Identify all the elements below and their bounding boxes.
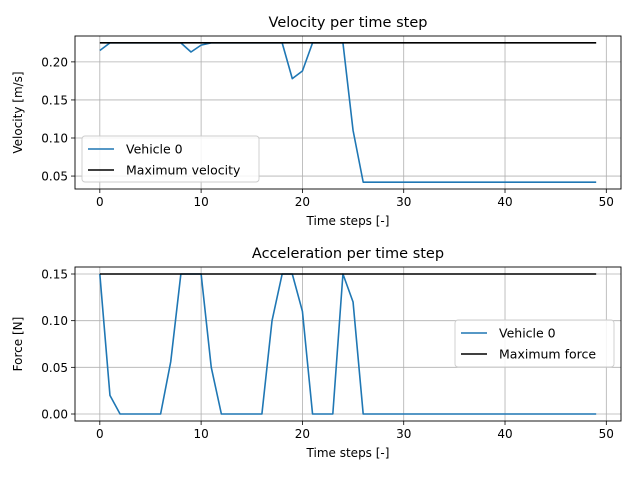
x-tick-label: 0	[96, 427, 104, 441]
x-tick-label: 20	[295, 427, 310, 441]
x-tick-label: 40	[497, 427, 512, 441]
chart-title: Velocity per time step	[269, 15, 428, 31]
y-tick-label: 0.10	[41, 314, 68, 328]
series-line-vehicle-0	[99, 42, 597, 183]
x-axis-label: Time steps [-]	[306, 214, 390, 228]
y-tick-label: 0.15	[41, 93, 68, 107]
legend-label: Maximum force	[499, 347, 596, 362]
x-tick-label: 0	[96, 195, 104, 209]
x-tick-label: 10	[193, 195, 208, 209]
y-tick-label: 0.10	[41, 132, 68, 146]
legend-box	[81, 135, 260, 183]
legend-label: Vehicle 0	[499, 326, 556, 341]
legend-label: Vehicle 0	[126, 142, 183, 157]
x-tick-label: 50	[599, 427, 614, 441]
y-axis-label: Velocity [m/s]	[11, 71, 25, 153]
axes-frame	[74, 266, 622, 422]
legend: Vehicle 0 Maximum velocity	[81, 135, 260, 183]
chart-title: Acceleration per time step	[252, 246, 444, 262]
y-tick-label: 0.15	[41, 268, 68, 282]
x-tick-label: 50	[599, 195, 614, 209]
y-axis-label: Force [N]	[11, 317, 25, 372]
subplot-2: 0 10 20 30 40 50 0.00 0.05 0.10 0.15 Acceleration …	[11, 246, 622, 460]
y-tick-label: 0.05	[41, 361, 68, 375]
x-tick-label: 30	[396, 427, 411, 441]
x-tick-label: 20	[295, 195, 310, 209]
y-tick-label: 0.20	[41, 55, 68, 69]
axes-frame	[74, 35, 622, 190]
x-tick-label: 30	[396, 195, 411, 209]
x-tick-label: 40	[497, 195, 512, 209]
legend-label: Maximum velocity	[126, 163, 241, 178]
x-axis-label: Time steps [-]	[306, 446, 390, 460]
y-tick-label: 0.00	[41, 408, 68, 422]
legend-box	[454, 319, 615, 368]
x-tick-label: 10	[193, 427, 208, 441]
subplot-1: 0 10 20 30 40 50 0.05 0.10 0.15 0.20 Velocity per …	[11, 15, 622, 228]
y-tick-label: 0.05	[41, 170, 68, 184]
legend: Vehicle 0 Maximum force	[454, 319, 615, 368]
